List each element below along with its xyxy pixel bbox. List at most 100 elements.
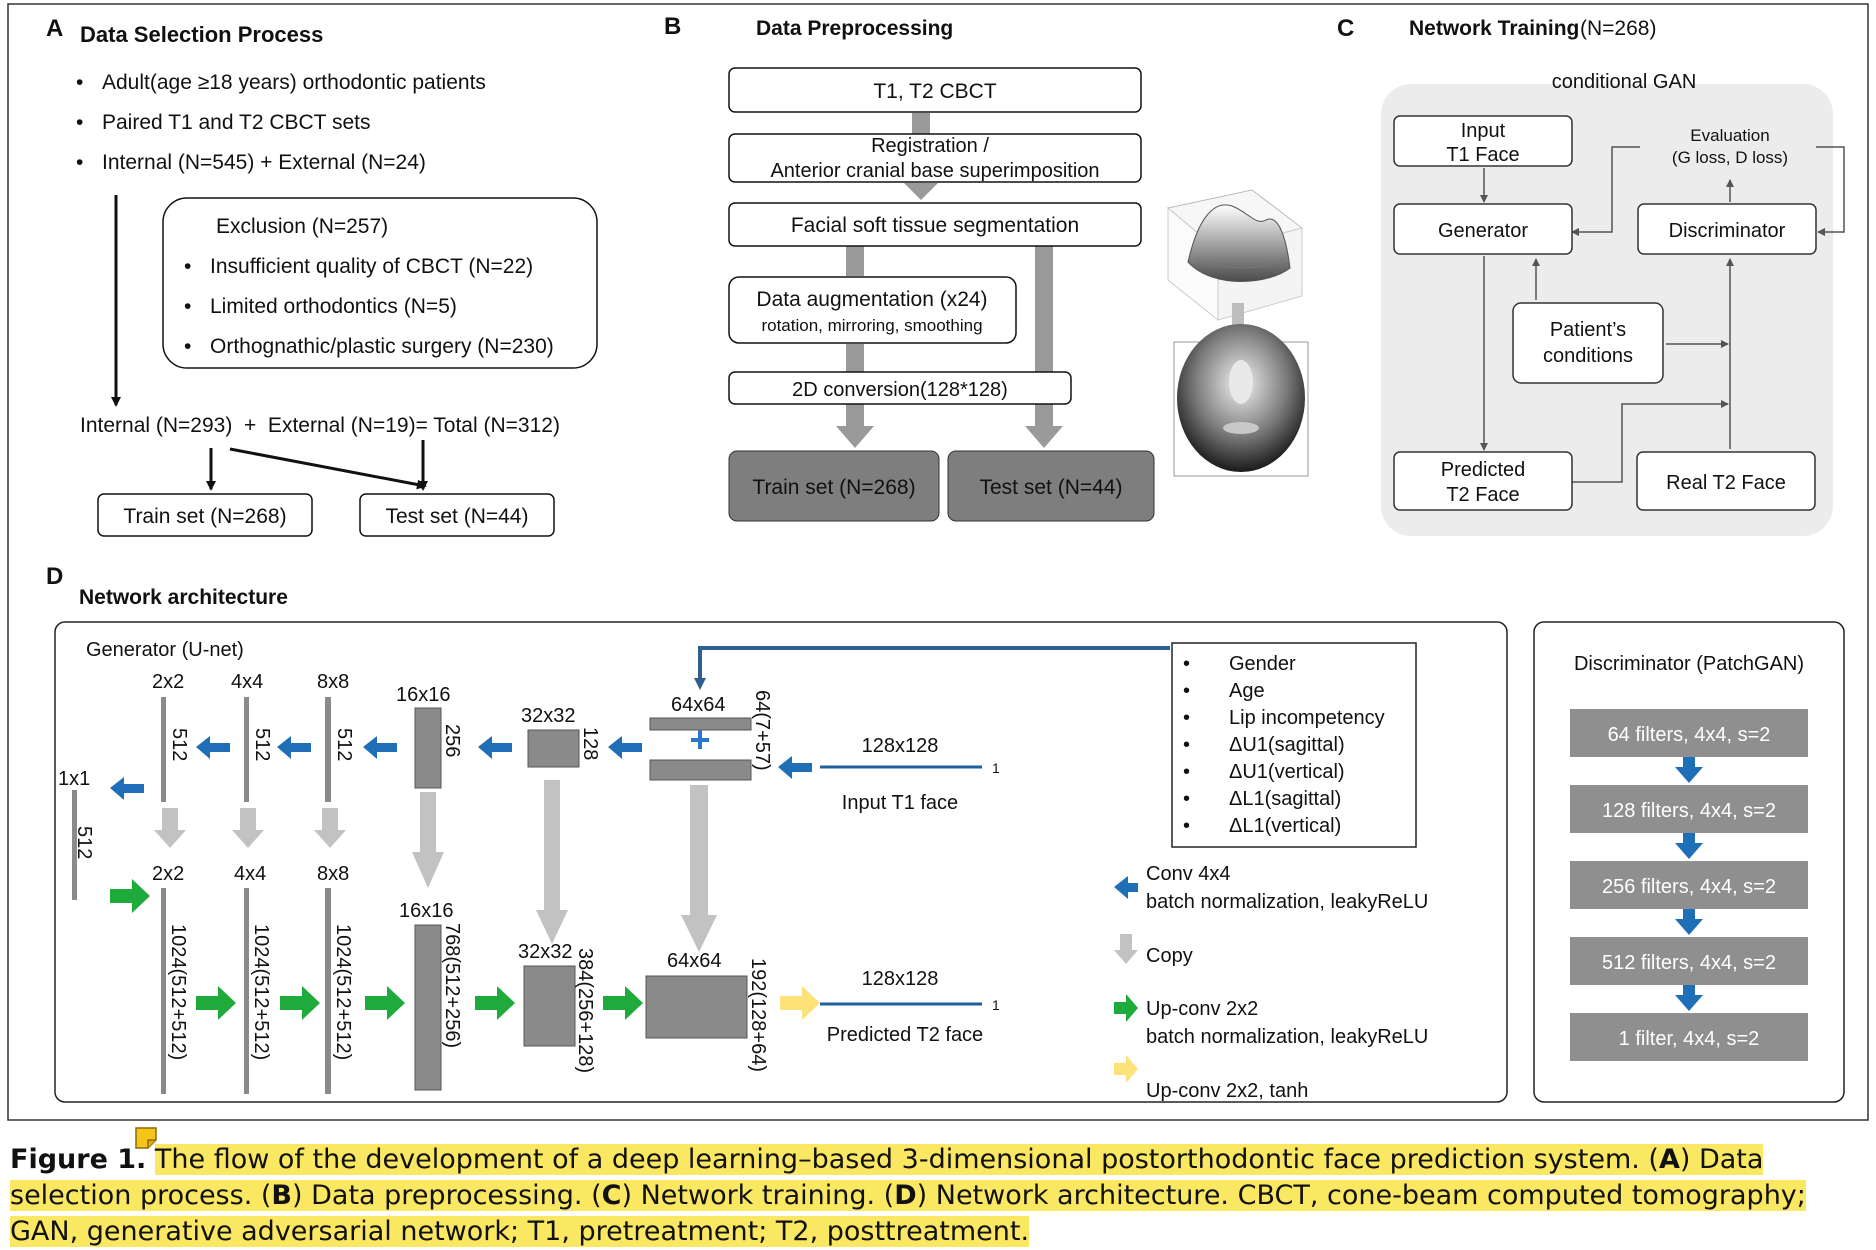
caption-highlight: The flow of the development of a deep le… bbox=[10, 1144, 1806, 1247]
panel-b: B Data Preprocessing T1, T2 CBCT Registr… bbox=[664, 13, 1309, 522]
note-icon[interactable] bbox=[134, 1126, 158, 1150]
disc-layer-box bbox=[1570, 709, 1808, 757]
input-t1-face-box bbox=[1393, 115, 1573, 167]
encoder-block-1x1 bbox=[72, 790, 77, 900]
condition-item: Lip incompetency bbox=[1229, 707, 1385, 729]
caption-text: The flow of the development of a deep le… bbox=[154, 1144, 1659, 1175]
patient-conditions-list: • Gender • Age • Lip incompetency • ΔU1(sagi… bbox=[1183, 653, 1385, 837]
decoder-block-32x32 bbox=[523, 965, 576, 1047]
size-label: 32x32 bbox=[521, 705, 576, 727]
disc-layer-label: 1 filter, 4x4, s=2 bbox=[1619, 1028, 1760, 1050]
flow-arrowhead bbox=[836, 426, 874, 448]
input-t1-face-line2: T1 Face bbox=[1446, 144, 1519, 166]
total-count: Internal (N=293) + External (N=19)= Tota… bbox=[80, 414, 560, 437]
architecture-legend: Conv 4x4 batch normalization, leakyReLU … bbox=[1114, 863, 1428, 1102]
patient-conditions-list-box bbox=[1171, 642, 1417, 848]
legend-conv-detail: batch normalization, leakyReLU bbox=[1146, 891, 1428, 913]
condition-item: Age bbox=[1229, 680, 1265, 702]
flow-bar bbox=[1232, 303, 1244, 329]
bullet-dot: • bbox=[76, 71, 83, 94]
flow-arrowhead bbox=[904, 183, 938, 200]
flow-arrowhead bbox=[1025, 426, 1063, 448]
figure-diagram: A Data Selection Process • Adult(age ≥18… bbox=[7, 3, 1869, 1121]
figure-frame bbox=[7, 3, 1869, 1121]
disc-layer-box bbox=[1570, 785, 1808, 833]
copy-legend-icon bbox=[1120, 934, 1132, 950]
disc-layer-box bbox=[1570, 861, 1808, 909]
predicted-t2-face-line1: Predicted bbox=[1441, 459, 1526, 481]
decoder-block-16x16 bbox=[414, 924, 442, 1091]
svg-text:•: • bbox=[1183, 761, 1190, 783]
encoder-block-2x2 bbox=[161, 697, 166, 802]
input-t1-face-label: Input T1 face bbox=[842, 792, 958, 814]
flow-arrow bbox=[1816, 146, 1845, 236]
bullet-dot: • bbox=[76, 111, 83, 134]
channel-label: 1024(512+512) bbox=[250, 924, 272, 1060]
caption-text: ) Data selection process. ( bbox=[10, 1144, 1764, 1211]
selection-criterion-2: Paired T1 and T2 CBCT sets bbox=[102, 111, 370, 134]
flow-bar bbox=[846, 404, 864, 426]
panel-d-title: Network architecture bbox=[79, 586, 288, 609]
tanh-legend-icon bbox=[1114, 1055, 1138, 1083]
step-2d-conversion: 2D conversion(128*128) bbox=[792, 379, 1008, 401]
channel-label: 64(7+57) bbox=[751, 690, 773, 771]
svg-text:•: • bbox=[1183, 653, 1190, 675]
condition-item: ΔU1(vertical) bbox=[1229, 761, 1345, 783]
disc-layer-label: 128 filters, 4x4, s=2 bbox=[1602, 800, 1776, 822]
panel-c-letter: C bbox=[1337, 15, 1354, 42]
face-depth-map-image bbox=[1173, 324, 1309, 477]
size-label: 8x8 bbox=[317, 671, 349, 693]
channel-label: 512 bbox=[251, 728, 273, 761]
exclusion-item-1: Insufficient quality of CBCT (N=22) bbox=[210, 255, 533, 278]
step-cbct-box bbox=[728, 67, 1142, 113]
channel-label: 512 bbox=[168, 728, 190, 761]
channel-label: 1024(512+512) bbox=[332, 924, 354, 1060]
channel-label: 384(256+128) bbox=[574, 948, 596, 1073]
step-augmentation: Data augmentation (x24) bbox=[756, 288, 987, 311]
train-set-label: Train set (N=268) bbox=[123, 505, 286, 528]
channel-label: 128 bbox=[579, 727, 601, 760]
legend-upconv-detail: batch normalization, leakyReLU bbox=[1146, 1026, 1428, 1048]
decoder-block-2x2 bbox=[161, 888, 166, 1094]
output-channel: 1 bbox=[992, 997, 1000, 1013]
exclusion-item-3: Orthognathic/plastic surgery (N=230) bbox=[210, 335, 554, 358]
conv-legend-icon bbox=[1114, 876, 1138, 899]
decoder-block-4x4 bbox=[244, 888, 249, 1094]
legend-upconv: Up-conv 2x2 bbox=[1146, 998, 1258, 1020]
disc-layer-label: 512 filters, 4x4, s=2 bbox=[1602, 952, 1776, 974]
input-t1-face-line1: Input bbox=[1461, 120, 1506, 142]
copy-arrows bbox=[154, 780, 717, 952]
disc-layer-label: 64 filters, 4x4, s=2 bbox=[1608, 724, 1771, 746]
svg-text:•: • bbox=[1183, 734, 1190, 756]
svg-text:•: • bbox=[1183, 788, 1190, 810]
size-label: 1x1 bbox=[58, 768, 90, 790]
conditions-connector-arrow bbox=[694, 646, 1170, 690]
flow-arrow bbox=[229, 447, 427, 490]
input-size: 128x128 bbox=[862, 735, 939, 757]
svg-text:•: • bbox=[1183, 707, 1190, 729]
flow-bar bbox=[912, 113, 930, 135]
size-label: 4x4 bbox=[234, 863, 266, 885]
panel-a: A Data Selection Process • Adult(age ≥18… bbox=[46, 15, 598, 537]
generator-title: Generator (U-net) bbox=[86, 639, 244, 661]
test-set-label: Test set (N=44) bbox=[386, 505, 529, 528]
caption-ref-c: C bbox=[601, 1180, 622, 1211]
discriminator-title: Discriminator (PatchGAN) bbox=[1574, 653, 1804, 675]
encoder-block-32x32 bbox=[527, 729, 580, 768]
legend-tanh: Up-conv 2x2, tanh bbox=[1146, 1080, 1308, 1102]
patient-conditions-line1: Patient’s bbox=[1550, 319, 1626, 341]
panel-c: C Network Training (N=268) conditional G… bbox=[1337, 15, 1845, 536]
train-set-box bbox=[728, 450, 940, 522]
legend-conv: Conv 4x4 bbox=[1146, 863, 1231, 885]
panel-a-letter: A bbox=[46, 15, 63, 42]
panel-b-title: Data Preprocessing bbox=[756, 17, 953, 40]
step-cbct: T1, T2 CBCT bbox=[873, 80, 996, 103]
svg-text:•: • bbox=[1183, 680, 1190, 702]
panel-a-title: Data Selection Process bbox=[80, 22, 323, 47]
exclusion-box bbox=[162, 197, 598, 369]
copy-legend-icon-head bbox=[1114, 950, 1138, 964]
condition-item: ΔL1(vertical) bbox=[1229, 815, 1341, 837]
step-registration-line2: Anterior cranial base superimposition bbox=[770, 160, 1099, 182]
caption-text: ) Network training. ( bbox=[621, 1180, 895, 1211]
panel-d-letter: D bbox=[46, 563, 63, 590]
